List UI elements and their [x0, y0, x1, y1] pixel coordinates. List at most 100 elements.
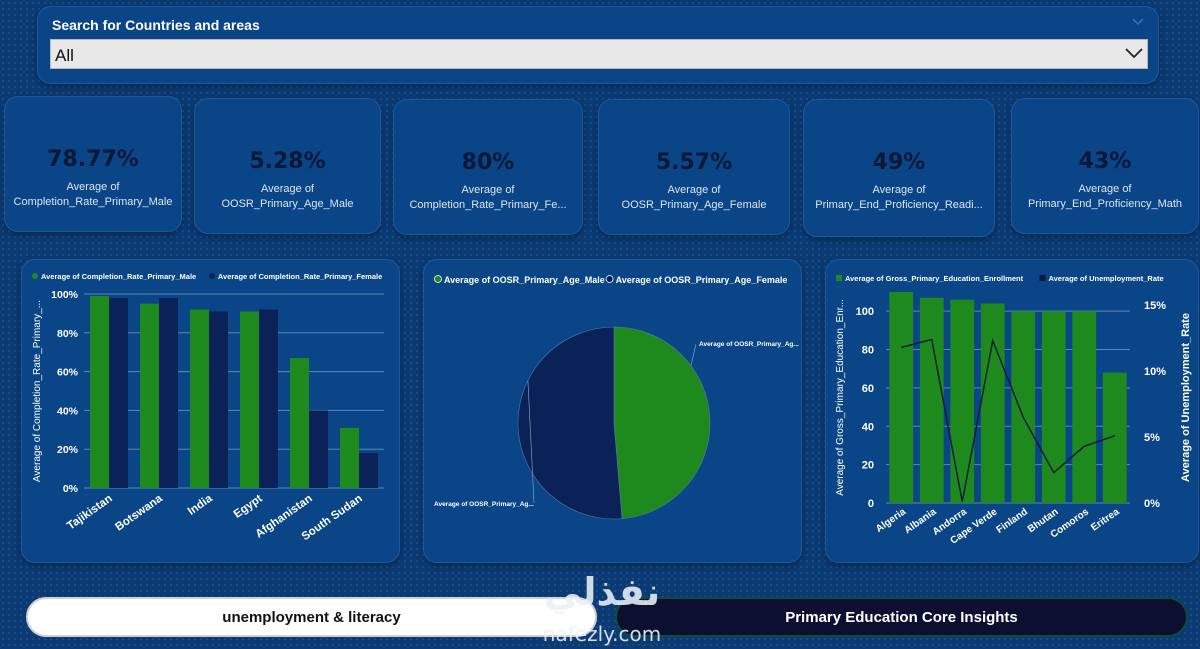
y-tick-label: 40% — [57, 405, 79, 417]
bar — [309, 410, 328, 488]
y-tick-label: 80% — [57, 328, 79, 340]
legend-label: Average of Gross_Primary_Education_Enrol… — [845, 274, 1024, 283]
x-tick-label: Finland — [995, 506, 1030, 535]
legend-label: Average of Completion_Rate_Primary_Femal… — [218, 272, 382, 281]
country-slicer: Search for Countries and areas All — [37, 6, 1159, 84]
legend-label: Average of Unemployment_Rate — [1049, 274, 1164, 283]
y-axis-title: Average of Completion_Rate_Primary_... — [32, 300, 43, 482]
primary-education-insights-button[interactable]: Primary Education Core Insights — [615, 597, 1188, 637]
slicer-title: Search for Countries and areas — [52, 17, 260, 33]
x-tick-label: Botswana — [113, 492, 165, 533]
bar — [140, 303, 159, 488]
bar — [340, 427, 359, 488]
kpi-label-prefix: Average of — [872, 184, 926, 196]
kpi-label: Completion_Rate_Primary_Fe... — [409, 199, 567, 211]
leader-line — [527, 380, 535, 504]
bar — [950, 299, 975, 503]
bar — [159, 297, 178, 488]
bar — [90, 295, 109, 488]
kpi-label: Primary_End_Proficiency_Readi... — [815, 199, 983, 211]
bar — [919, 297, 944, 503]
leader-line — [690, 343, 697, 366]
bar — [290, 358, 309, 488]
legend-label: Average of OOSR_Primary_Age_Male — [444, 275, 605, 285]
legend-marker — [208, 273, 215, 279]
kpi-label: Primary_End_Proficiency_Math — [1027, 198, 1183, 210]
unemployment-line — [901, 338, 1115, 502]
kpi-label-prefix: Average of — [66, 181, 120, 193]
x-tick-label: India — [186, 492, 215, 518]
slicer-selected-value: All — [55, 46, 74, 65]
kpi-card-oosr-female: 5.57% Average of OOSR_Primary_Age_Female — [598, 99, 790, 235]
y-tick-label: 100% — [51, 289, 79, 301]
kpi-value: 49% — [872, 150, 926, 175]
bar — [109, 297, 128, 488]
y-tick-label: 0% — [63, 483, 79, 495]
bar — [190, 309, 209, 488]
x-tick-label: Eritrea — [1089, 506, 1122, 533]
y2-tick-label: 0% — [1144, 498, 1160, 510]
kpi-label: Completion_Rate_Primary_Male — [13, 196, 173, 208]
legend-marker — [32, 273, 38, 279]
y-tick-label: 100 — [856, 306, 874, 318]
x-tick-label: Egypt — [232, 493, 265, 521]
kpi-value: 80% — [461, 150, 515, 175]
kpi-card-completion-female: 80% Average of Completion_Rate_Primary_F… — [393, 99, 583, 235]
bar — [1072, 311, 1097, 503]
bar — [359, 453, 378, 488]
y-tick-label: 20% — [57, 444, 79, 456]
kpi-value: 43% — [1078, 149, 1132, 174]
kpi-card-proficiency-reading: 49% Average of Primary_End_Proficiency_R… — [803, 99, 995, 237]
y-tick-label: 20 — [862, 460, 874, 472]
data-label: Average of OOSR_Primary_Ag... — [699, 341, 799, 348]
y2-tick-label: 10% — [1144, 366, 1166, 378]
kpi-label-prefix: Average of — [260, 183, 314, 195]
chevron-down-icon — [1123, 42, 1145, 69]
collapse-chevron-icon[interactable] — [1132, 15, 1144, 29]
pie-slice — [517, 326, 623, 520]
completion-rate-bar-chart-svg: Average of Completion_Rate_Primary_Male A… — [32, 272, 384, 543]
y2-tick-label: 15% — [1144, 300, 1166, 312]
oosr-pie-chart-svg: Average of OOSR_Primary_Age_Male Average … — [434, 275, 799, 520]
y-tick-label: 80 — [862, 345, 874, 357]
kpi-label-prefix: Average of — [461, 184, 515, 196]
kpi-value: 5.28% — [249, 149, 326, 174]
y2-tick-label: 5% — [1144, 432, 1160, 444]
bar — [259, 309, 278, 488]
kpi-label: OOSR_Primary_Age_Female — [621, 199, 767, 211]
slicer-dropdown[interactable]: All — [50, 39, 1148, 69]
y-axis-title: Average of Gross_Primary_Education_Enr..… — [835, 299, 846, 496]
bar — [889, 292, 914, 503]
legend-marker — [836, 275, 842, 281]
bar — [1102, 372, 1127, 503]
legend-label: Average of Completion_Rate_Primary_Male — [41, 272, 196, 281]
kpi-value: 78.77% — [47, 147, 139, 172]
data-label: Average of OOSR_Primary_Ag... — [434, 501, 534, 508]
pie-slice — [613, 326, 711, 519]
bar — [1041, 311, 1066, 503]
legend-marker — [434, 275, 442, 283]
enrollment-unemployment-combo-chart-svg: Average of Gross_Primary_Education_Enrol… — [835, 274, 1192, 547]
x-tick-label: Algeria — [874, 506, 908, 535]
completion-rate-bar-chart: Average of Completion_Rate_Primary_Male A… — [21, 259, 400, 563]
legend-marker — [605, 275, 614, 283]
kpi-card-completion-male: 78.77% Average of Completion_Rate_Primar… — [4, 96, 182, 232]
bar — [980, 303, 1005, 503]
bar — [209, 311, 228, 488]
kpi-label-prefix: Average of — [667, 184, 721, 196]
y2-axis-title: Average of Unemployment_Rate — [1180, 313, 1192, 482]
unemployment-literacy-button[interactable]: unemployment & literacy — [26, 597, 597, 637]
kpi-value: 5.57% — [655, 150, 733, 175]
kpi-label-prefix: Average of — [1078, 183, 1132, 195]
legend-label: Average of OOSR_Primary_Age_Female — [616, 275, 788, 285]
kpi-card-proficiency-math: 43% Average of Primary_End_Proficiency_M… — [1011, 98, 1199, 234]
kpi-label: OOSR_Primary_Age_Male — [221, 198, 354, 210]
legend-marker — [1039, 275, 1046, 281]
kpi-card-oosr-male: 5.28% Average of OOSR_Primary_Age_Male — [194, 98, 381, 234]
y-tick-label: 0 — [868, 498, 874, 510]
bar — [240, 311, 259, 488]
y-tick-label: 60% — [57, 367, 79, 379]
y-tick-label: 40 — [862, 421, 874, 433]
y-tick-label: 60 — [862, 383, 874, 395]
bar — [1011, 311, 1036, 503]
